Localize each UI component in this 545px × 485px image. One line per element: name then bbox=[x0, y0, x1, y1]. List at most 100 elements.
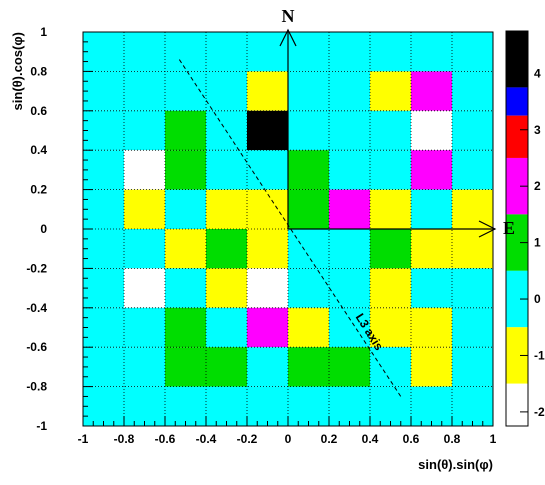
heatmap-cell bbox=[329, 32, 370, 72]
colorbar-segment bbox=[506, 270, 528, 328]
heatmap-cell bbox=[124, 150, 165, 190]
heatmap-cell bbox=[370, 347, 411, 387]
heatmap-cell bbox=[124, 386, 165, 426]
heatmap-cell bbox=[247, 307, 288, 348]
heatmap-cell bbox=[370, 150, 411, 190]
x-tick-label: 0.8 bbox=[444, 432, 461, 446]
heatmap-cell bbox=[247, 71, 288, 111]
colorbar-segment bbox=[506, 327, 528, 384]
heatmap-cell bbox=[206, 189, 247, 229]
heatmap-cell bbox=[370, 386, 411, 426]
heatmap-cell bbox=[165, 71, 206, 111]
heatmap-cell bbox=[83, 347, 124, 387]
heatmap-cell bbox=[329, 189, 370, 229]
heatmap-cell bbox=[165, 150, 206, 190]
heatmap-cell bbox=[288, 32, 329, 72]
x-tick-label: -0.4 bbox=[196, 432, 217, 446]
overlay-layer bbox=[178, 28, 497, 397]
heatmap-cell bbox=[288, 347, 329, 387]
y-tick-label: 0.8 bbox=[30, 64, 47, 78]
heatmap-cell bbox=[411, 268, 452, 308]
north-label: N bbox=[282, 6, 295, 26]
heatmap-cell bbox=[370, 32, 411, 72]
colorbar-segment bbox=[506, 383, 528, 426]
heatmap-cell bbox=[329, 307, 370, 348]
colorbar-segment bbox=[506, 115, 528, 158]
colorbar-segment bbox=[506, 31, 528, 88]
colorbar-layer: 4 3 2 1 0 -1 -2 bbox=[505, 30, 545, 427]
x-tick-label: -0.8 bbox=[114, 432, 135, 446]
heatmap-cell bbox=[288, 189, 329, 229]
y-tick-label: -1 bbox=[36, 419, 47, 433]
x-tick-label: 0.6 bbox=[403, 432, 420, 446]
heatmap-cell bbox=[165, 307, 206, 348]
heatmap-cell bbox=[165, 347, 206, 387]
heatmap-cell bbox=[370, 307, 411, 348]
x-tick-label: -0.2 bbox=[237, 432, 258, 446]
colorbar-tick-label: -2 bbox=[534, 405, 545, 419]
heatmap-cell bbox=[370, 189, 411, 229]
heatmap-cell bbox=[206, 229, 247, 269]
heatmap-cell bbox=[247, 229, 288, 269]
heatmap-cell bbox=[288, 386, 329, 426]
heatmap-cell bbox=[247, 189, 288, 229]
heatmap-cell bbox=[329, 229, 370, 269]
heatmap-cell bbox=[124, 347, 165, 387]
heatmap-cell bbox=[206, 268, 247, 308]
y-tick-label: -0.4 bbox=[26, 301, 47, 315]
heatmap-cell bbox=[247, 150, 288, 190]
heatmap-cell bbox=[411, 32, 452, 72]
heatmap-cell bbox=[411, 150, 452, 190]
heatmap-cell bbox=[370, 229, 411, 269]
heatmap-cell bbox=[165, 32, 206, 72]
heatmap-cell bbox=[124, 32, 165, 72]
y-tick-label: 0.2 bbox=[30, 183, 47, 197]
heatmap-cell bbox=[165, 268, 206, 308]
heatmap-cell bbox=[288, 110, 329, 151]
heatmap-cell bbox=[452, 307, 493, 348]
heatmap-cell bbox=[288, 150, 329, 190]
heatmap-cell bbox=[247, 386, 288, 426]
heatmap-cell bbox=[288, 229, 329, 269]
x-tick-label: -1 bbox=[78, 432, 89, 446]
heatmap-cell bbox=[124, 71, 165, 111]
colorbar-tick-label: -1 bbox=[534, 348, 545, 362]
east-arrowhead bbox=[478, 220, 497, 238]
heatmap-cell bbox=[452, 71, 493, 111]
colorbar-tick-label: 0 bbox=[534, 292, 541, 306]
heatmap-cell bbox=[206, 347, 247, 387]
heatmap-cell bbox=[165, 229, 206, 269]
heatmap-cell bbox=[329, 110, 370, 151]
x-tick-label: 1 bbox=[490, 432, 497, 446]
x-tick-label: -0.6 bbox=[155, 432, 176, 446]
colorbar-frame bbox=[505, 30, 529, 427]
heatmap-cell bbox=[411, 229, 452, 269]
heatmap-cell bbox=[370, 268, 411, 308]
heatmap-cell bbox=[247, 32, 288, 72]
colorbar-tick-label: 1 bbox=[534, 236, 541, 250]
y-tick-label: 0 bbox=[40, 222, 47, 236]
heatmap-cell bbox=[452, 347, 493, 387]
heatmap-cell bbox=[452, 189, 493, 229]
heatmap-cell bbox=[452, 110, 493, 151]
heatmap-cell bbox=[83, 150, 124, 190]
heatmap-cell bbox=[83, 71, 124, 111]
heatmap-cell bbox=[83, 386, 124, 426]
ticks-layer: -1 -0.8 -0.6 -0.4 -0.2 0 0.2 0.4 0.6 0.8 1 -1 -0.8 -0… bbox=[26, 25, 496, 446]
x-axis-title: sin(θ).sin(φ) bbox=[418, 457, 493, 472]
heatmap-cell bbox=[329, 71, 370, 111]
heatmap-cell bbox=[206, 32, 247, 72]
heatmap-cell bbox=[329, 347, 370, 387]
y-tick-label: 1 bbox=[40, 25, 47, 39]
cells-layer bbox=[83, 32, 493, 426]
colorbar-tick-label: 4 bbox=[534, 66, 541, 80]
north-arrowhead bbox=[279, 28, 297, 47]
heatmap-cell bbox=[370, 71, 411, 111]
heatmap-cell bbox=[124, 268, 165, 308]
heatmap-cell bbox=[329, 268, 370, 308]
heatmap-cell bbox=[165, 110, 206, 151]
heatmap-cell bbox=[288, 71, 329, 111]
heatmap-cell bbox=[83, 229, 124, 269]
